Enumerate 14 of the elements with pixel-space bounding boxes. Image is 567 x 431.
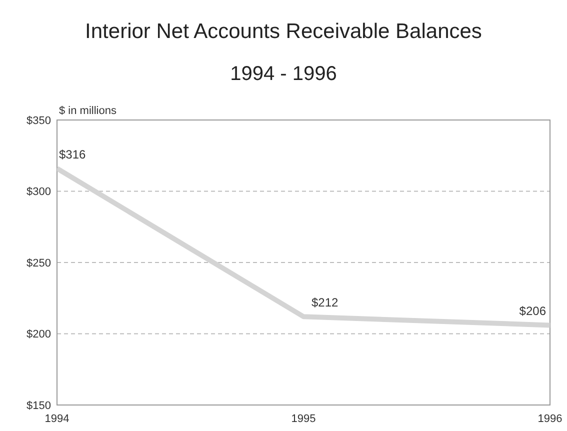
y-tick-label: $250	[26, 257, 51, 270]
chart-title: Interior Net Accounts Receivable Balances	[85, 20, 482, 43]
x-tick-label: 1995	[291, 413, 316, 425]
y-axis-title: $ in millions	[59, 105, 117, 117]
y-tick-label: $200	[26, 328, 51, 341]
y-tick-label: $300	[26, 186, 51, 198]
data-label: $316	[59, 147, 86, 162]
data-label: $206	[519, 304, 546, 318]
data-label: $212	[312, 296, 339, 310]
x-tick-label: 1996	[538, 413, 562, 425]
chart-subtitle: 1994 - 1996	[230, 63, 337, 85]
y-tick-label: $350	[26, 114, 51, 127]
x-tick-label: 1994	[44, 413, 70, 425]
y-tick-label: $150	[26, 400, 51, 412]
